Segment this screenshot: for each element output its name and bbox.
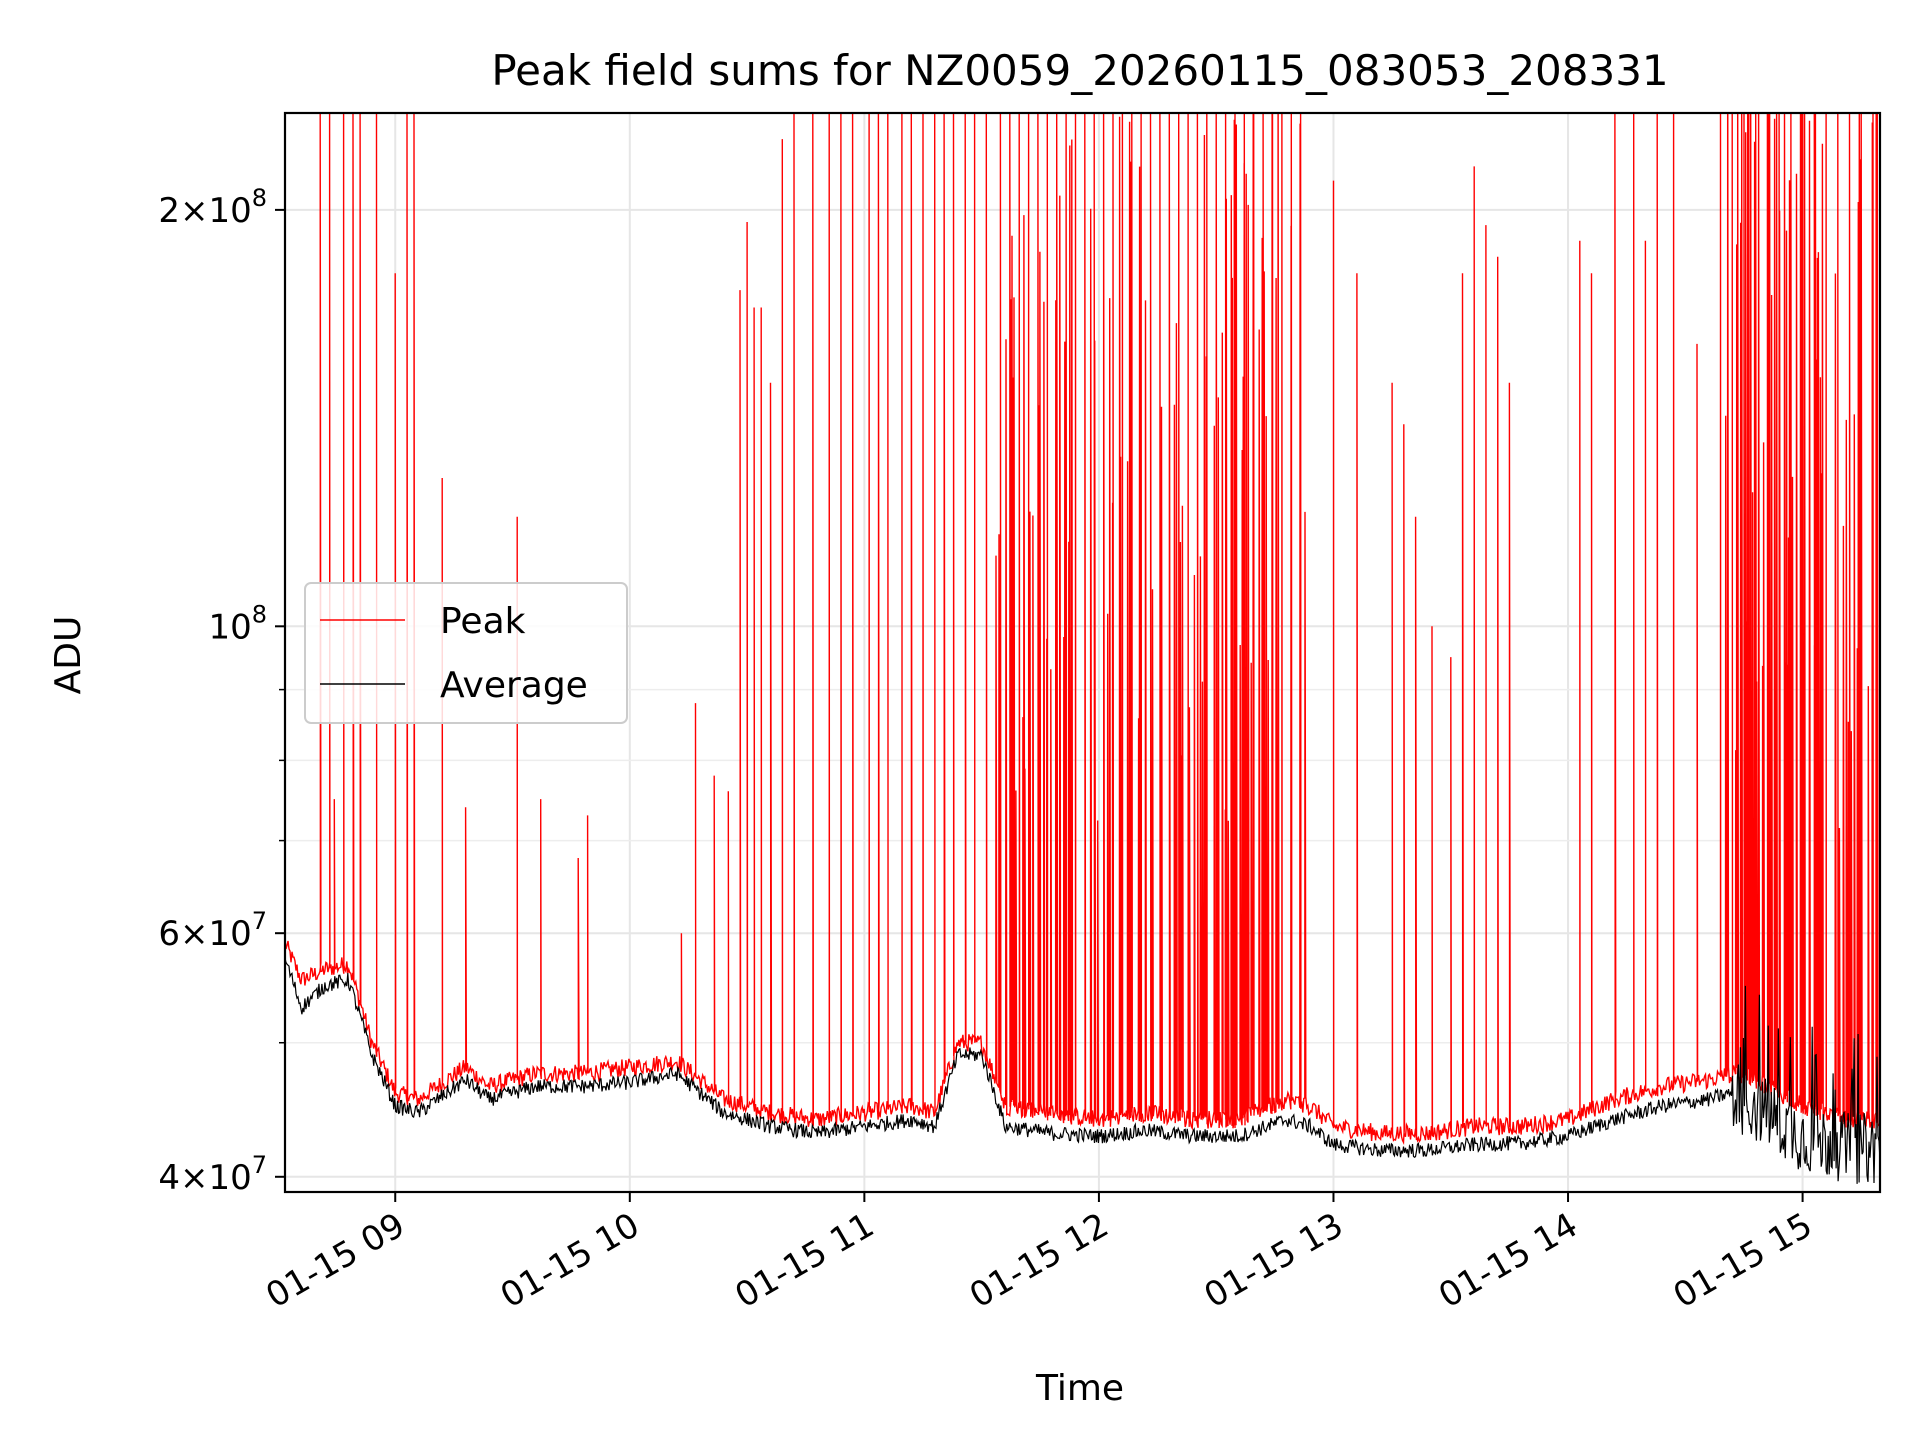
- legend-label-peak: Peak: [440, 601, 526, 642]
- chart-title: Peak field sums for NZ0059_20260115_0830…: [491, 46, 1668, 95]
- y-tick-label: 6×107: [158, 907, 267, 954]
- legend-label-average: Average: [440, 665, 588, 706]
- legend: Peak Average: [304, 582, 628, 724]
- y-tick-exponent: 7: [252, 1151, 267, 1179]
- y-tick-exponent: 8: [252, 184, 267, 212]
- legend-box: [304, 582, 628, 724]
- series-group: [285, 113, 1880, 1184]
- y-tick-exponent: 8: [252, 600, 267, 628]
- x-axis-label: Time: [1035, 1368, 1124, 1409]
- y-tick-label: 108: [208, 600, 267, 647]
- y-tick-exponent: 7: [252, 907, 267, 935]
- y-tick-label: 2×108: [158, 184, 267, 231]
- series-line-average: [285, 958, 1880, 1184]
- axes-frame: [283, 111, 1882, 1194]
- y-tick-label: 4×107: [158, 1151, 267, 1198]
- series-line-peak: [285, 113, 1880, 1146]
- plot-area: [285, 113, 1880, 1184]
- y-axis-label: ADU: [48, 616, 89, 695]
